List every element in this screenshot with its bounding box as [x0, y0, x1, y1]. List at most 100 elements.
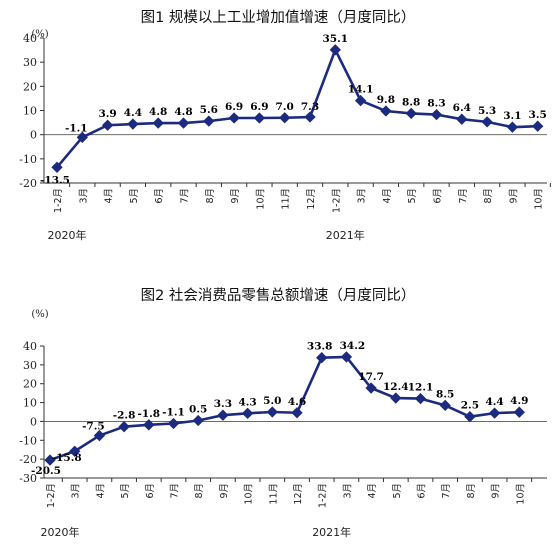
y-tick-label: 30 — [23, 56, 37, 69]
data-label: 2.5 — [461, 400, 479, 412]
data-label: 4.3 — [238, 396, 256, 408]
data-point — [464, 411, 476, 423]
data-label: 4.4 — [485, 396, 503, 408]
x-tick-label: 9月 — [219, 483, 230, 499]
x-tick-label: 6月 — [433, 188, 444, 204]
x-tick-label: 3月 — [342, 483, 353, 499]
x-tick-label: 1-2月 — [53, 188, 64, 213]
y-tick-label: -20 — [19, 453, 37, 466]
data-label: -15.8 — [52, 452, 82, 464]
data-point — [228, 112, 240, 124]
x-tick-label: 1-2月 — [318, 483, 329, 508]
data-label: 5.0 — [263, 395, 281, 407]
x-tick-label: 8月 — [194, 483, 205, 499]
data-label: 7.0 — [276, 101, 294, 113]
x-tick-label: 3月 — [71, 483, 82, 499]
x-tick-label: 8月 — [205, 188, 216, 204]
x-tick-label: 7月 — [180, 188, 191, 204]
data-point — [143, 419, 155, 431]
data-point — [439, 399, 451, 412]
data-point — [203, 115, 215, 127]
data-label: 12.4 — [383, 381, 409, 393]
data-label: 9.8 — [377, 94, 395, 106]
data-point — [513, 406, 525, 418]
data-point — [101, 119, 114, 131]
data-label: 3.9 — [98, 108, 116, 120]
data-label: 12.1 — [408, 382, 434, 394]
data-point — [192, 414, 204, 427]
data-label: 0.5 — [189, 403, 207, 415]
x-tick-label: 10月 — [255, 188, 266, 210]
x-tick-label: 4月 — [95, 483, 106, 499]
x-tick-label: 6月 — [145, 483, 156, 499]
data-label: -2.8 — [113, 410, 136, 422]
data-point — [340, 351, 353, 363]
x-tick-label: 10月 — [534, 188, 545, 210]
data-point — [329, 44, 341, 56]
data-point — [291, 407, 303, 419]
data-point — [481, 116, 493, 128]
data-point — [488, 407, 501, 419]
data-label: 8.8 — [402, 96, 420, 108]
x-tick-label: 11月 — [281, 188, 292, 210]
y-tick-label: 0 — [30, 415, 37, 428]
data-point — [390, 392, 402, 404]
data-point — [279, 112, 291, 124]
data-label: 4.4 — [124, 107, 142, 119]
x-tick-label: 1-2月 — [331, 188, 342, 213]
x-tick-label: 5月 — [392, 483, 403, 499]
data-point — [456, 113, 468, 125]
x-tick-label: 12月 — [306, 188, 317, 210]
data-label: 35.1 — [323, 33, 349, 45]
y-unit-label: (%) — [31, 29, 48, 40]
data-label: 17.7 — [358, 371, 384, 383]
data-label: 4.8 — [174, 106, 192, 118]
data-label: 6.4 — [453, 102, 471, 114]
year-label: 2021年 — [312, 525, 351, 539]
data-point — [430, 108, 443, 121]
x-tick-label: 9月 — [491, 483, 502, 499]
data-point — [177, 117, 190, 129]
y-tick-label: 30 — [23, 359, 37, 372]
y-tick-label: 20 — [23, 80, 37, 93]
data-point — [365, 382, 377, 394]
data-point — [44, 454, 56, 466]
x-tick-label: 12月 — [293, 483, 304, 505]
y-tick-label: 0 — [30, 129, 37, 142]
data-label: -1.8 — [137, 408, 160, 420]
data-label: 6.9 — [250, 101, 268, 113]
year-label: 2020年 — [41, 525, 80, 539]
data-point — [532, 120, 544, 132]
data-label: -13.5 — [40, 174, 70, 186]
data-label: 5.3 — [478, 105, 496, 117]
data-label: 34.2 — [340, 340, 366, 352]
data-label: -1.1 — [162, 407, 185, 419]
data-label: 3.5 — [529, 109, 547, 121]
data-point — [405, 107, 417, 120]
y-unit-label: (%) — [31, 309, 48, 320]
x-tick-label: 10月 — [515, 483, 526, 505]
x-tick-label: 7月 — [170, 483, 181, 499]
x-tick-label: 4月 — [367, 483, 378, 499]
data-point — [241, 407, 254, 419]
data-label: -20.5 — [31, 465, 61, 477]
data-point — [380, 105, 392, 117]
y-tick-label: 10 — [23, 397, 37, 410]
data-point — [253, 112, 266, 124]
data-point — [167, 417, 180, 430]
x-tick-label: 11月 — [268, 483, 279, 505]
data-label: 7.3 — [301, 101, 319, 113]
data-point — [266, 406, 278, 418]
y-tick-label: 20 — [23, 378, 37, 391]
x-tick-label: 8月 — [483, 188, 494, 204]
chart-title: 图2 社会消费品零售总额增速（月度同比） — [141, 287, 416, 304]
data-label: 3.3 — [214, 398, 232, 410]
x-tick-label: 1-2月 — [46, 483, 57, 508]
data-point — [118, 421, 130, 433]
y-tick-label: -10 — [19, 434, 37, 447]
y-tick-label: 40 — [23, 32, 37, 45]
data-label: 4.9 — [510, 395, 528, 407]
x-tick-label: 6月 — [417, 483, 428, 499]
data-point — [152, 117, 164, 129]
